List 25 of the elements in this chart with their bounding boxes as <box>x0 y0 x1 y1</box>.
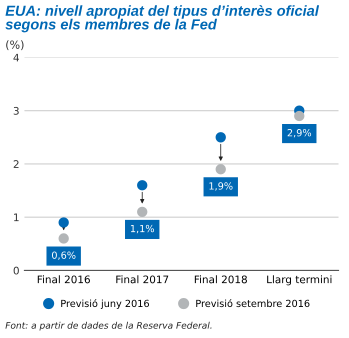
point <box>216 132 226 142</box>
point <box>216 164 226 174</box>
y-tick-label: 2 <box>14 160 19 168</box>
chart-title: EUA: nivell apropiat del tipus d’interès oficial segons els membres de la Fed <box>5 5 320 32</box>
x-tick-label: Llarg termini <box>267 275 332 286</box>
legend-label: Previsió juny 2016 <box>61 299 150 309</box>
point <box>294 110 304 122</box>
data-label: 0,6% <box>52 251 76 260</box>
y-tick-label: 4 <box>13 54 19 62</box>
point <box>137 180 148 190</box>
data-label: 1,9% <box>209 182 233 191</box>
point <box>58 217 69 228</box>
y-axis-title: (%) <box>6 40 24 50</box>
x-tick-label: Final 2018 <box>194 275 247 284</box>
y-tick-label: 1 <box>14 214 19 222</box>
x-tick-label: Final 2017 <box>116 275 168 284</box>
y-tick-label: 3 <box>14 106 19 115</box>
point <box>137 206 148 217</box>
y-tick-label: 0 <box>14 266 19 275</box>
text: Font: a partir de dades de la Reserva Federal. <box>5 322 212 331</box>
data-label: 2,9% <box>288 129 312 138</box>
x-tick-label: Final 2016 <box>38 275 90 284</box>
data-label: 1,1% <box>130 224 154 234</box>
legend-label: Previsió setembre 2016 <box>196 299 310 308</box>
point <box>58 233 69 244</box>
